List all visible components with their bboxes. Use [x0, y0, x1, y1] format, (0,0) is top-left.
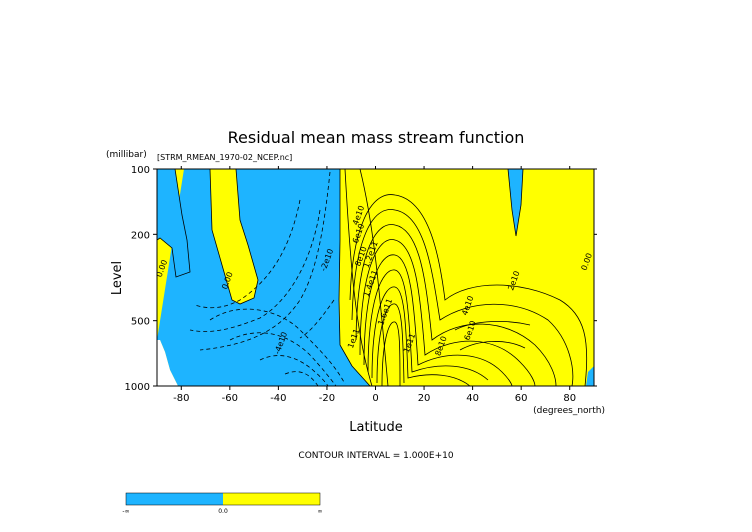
x-tick-label: -40 [270, 393, 286, 404]
y-units-label: (millibar) [106, 150, 147, 160]
tick-labels: -80 -60 -40 -20 0 20 40 60 80 100 200 500 1000 [125, 165, 577, 404]
y-tick-label: 1000 [125, 382, 150, 393]
x-tick-label: -20 [319, 393, 335, 404]
x-tick-label: 60 [515, 393, 528, 404]
x-tick-label: 40 [466, 393, 479, 404]
colorbar: -∞ 0.0 ∞ [122, 492, 323, 515]
no-data-notch [157, 340, 178, 386]
negative-patch-90n [586, 366, 594, 386]
neg-contour-8 [299, 299, 335, 339]
x-tick-label: 0 [372, 393, 378, 404]
pos-contour-9 [371, 286, 471, 386]
neg-contour-6 [284, 371, 319, 386]
y-tick-label: 200 [131, 230, 150, 241]
pos-contour-2 [359, 169, 389, 386]
dataset-label: [STRM_RMEAN_1970-02_NCEP.nc] [157, 153, 292, 162]
x-tick-label: -60 [222, 393, 238, 404]
y-tick-label: 100 [131, 165, 150, 176]
pos-contour-4 [351, 209, 574, 386]
zero-contour-left [157, 169, 191, 278]
neg-contour-3 [209, 308, 346, 385]
pos-contour-3 [349, 194, 588, 386]
pos-contour-8 [367, 269, 489, 381]
colorbar-label-zero: 0.0 [218, 508, 228, 515]
x-tick-label: -80 [173, 393, 189, 404]
negative-region [157, 169, 370, 386]
negative-contours [189, 171, 346, 386]
pos-contour-7 [363, 254, 513, 386]
neg-contour-4 [229, 332, 337, 386]
x-units-label: (degrees_north) [533, 406, 605, 416]
colorbar-label-max: ∞ [318, 508, 323, 515]
x-tick-label: 20 [418, 393, 431, 404]
pos-contour-1 [344, 169, 373, 386]
positive-contours [344, 169, 588, 386]
pos-contour-10 [376, 303, 405, 384]
pos-contour-5 [355, 224, 557, 386]
colorbar-positive [223, 493, 320, 505]
x-tick-label: 80 [563, 393, 576, 404]
neg-contour-5 [259, 355, 329, 386]
zero-contour-mid [209, 169, 259, 305]
y-tick-label: 500 [131, 317, 150, 328]
colorbar-negative [126, 493, 223, 505]
colorbar-frame [125, 492, 321, 506]
pos-contour-11 [381, 321, 401, 386]
axis-ticks [153, 166, 597, 390]
pos-contour-12 [454, 321, 531, 331]
pos-contour-6 [359, 239, 536, 386]
contour-interval-label: CONTOUR INTERVAL = 1.000E+10 [298, 451, 453, 461]
neg-contour-1 [199, 171, 331, 351]
chart-title: Residual mean mass stream function [228, 128, 525, 147]
neg-contour-7 [194, 199, 301, 309]
neg-contour-2 [189, 209, 321, 332]
zero-contour-60n [507, 169, 524, 237]
negative-sliver-60n [508, 169, 523, 236]
zero-contour-main [338, 169, 371, 386]
colorbar-label-min: -∞ [122, 508, 129, 515]
contour-lines [157, 169, 588, 386]
y-axis-title: Level [110, 261, 125, 295]
x-axis-title: Latitude [349, 420, 403, 435]
pos-contour-13 [459, 341, 526, 351]
